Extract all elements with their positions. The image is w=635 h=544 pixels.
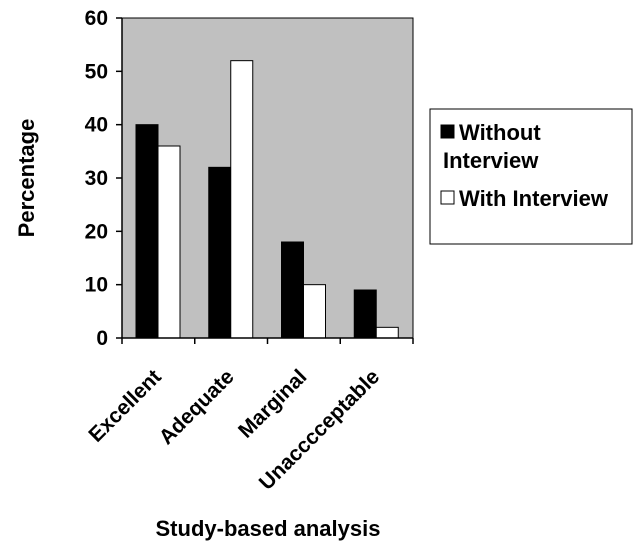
legend-label-line: Without bbox=[459, 120, 541, 145]
y-tick-label: 0 bbox=[96, 327, 108, 350]
bar-with-interview-adequate bbox=[230, 60, 254, 339]
y-axis-label: Percentage bbox=[14, 119, 39, 238]
bar-without-interview-marginal bbox=[281, 241, 304, 339]
legend-box bbox=[429, 108, 633, 245]
bar-without-interview-excellent bbox=[135, 124, 159, 339]
bar-with-interview-unacccceptable bbox=[375, 326, 399, 339]
x-tick-label: Unacccceptable bbox=[255, 365, 384, 494]
x-tick-label: Marginal bbox=[234, 365, 311, 442]
legend-label-without-interview: Without Interview bbox=[443, 120, 541, 173]
bar-with-interview-excellent bbox=[157, 145, 181, 339]
y-tick-label: 20 bbox=[85, 220, 108, 243]
legend-label-line: Interview bbox=[443, 148, 539, 173]
y-tick-label: 10 bbox=[85, 274, 108, 297]
y-tick-label: 40 bbox=[85, 114, 108, 137]
y-ticks-group: 0 10 20 30 40 50 60 bbox=[85, 7, 122, 350]
bar-without-interview-unacccceptable bbox=[353, 289, 377, 339]
y-tick-label: 50 bbox=[85, 60, 108, 83]
y-tick-label: 60 bbox=[85, 7, 108, 30]
legend: Without Interview With Interview bbox=[429, 108, 633, 245]
legend-label-with-interview: With Interview bbox=[459, 186, 609, 211]
legend-swatch-without-interview bbox=[440, 124, 455, 139]
x-axis-label: Study-based analysis bbox=[156, 516, 381, 541]
y-tick-label: 30 bbox=[85, 167, 108, 190]
legend-swatch-with-interview bbox=[440, 190, 455, 205]
x-tick-label: Excellent bbox=[84, 365, 165, 446]
x-tick-label: Adequate bbox=[155, 365, 239, 449]
bar-without-interview-adequate bbox=[208, 166, 232, 339]
bar-with-interview-marginal bbox=[303, 284, 326, 339]
bars-group bbox=[135, 60, 399, 339]
